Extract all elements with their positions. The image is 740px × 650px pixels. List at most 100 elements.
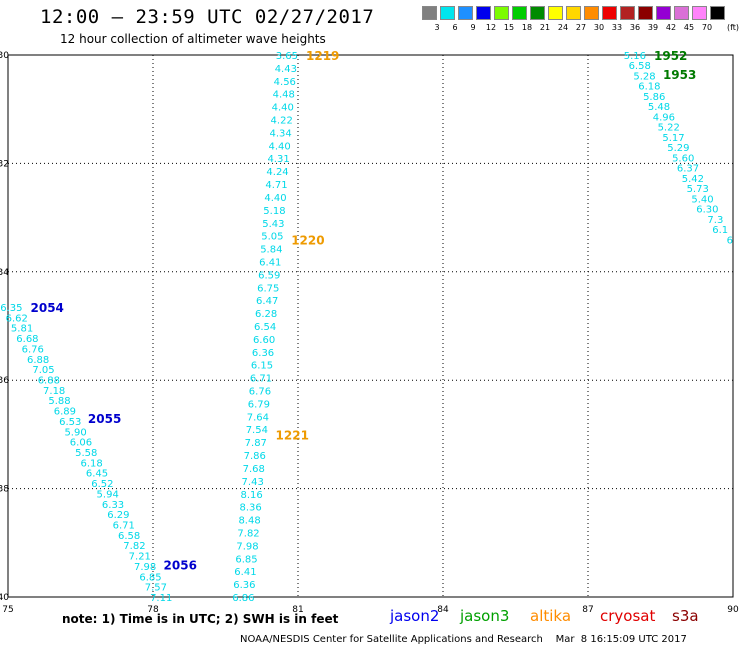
lat-tick-label: -36 xyxy=(0,376,9,386)
legend-label: 30 xyxy=(593,23,605,32)
swh-value: 6.71 xyxy=(250,374,272,385)
lon-tick-label: 75 xyxy=(2,605,13,615)
swh-value: 7.98 xyxy=(134,562,156,573)
swh-value: 5.90 xyxy=(64,427,86,438)
swh-value: 7.18 xyxy=(43,386,65,397)
swh-value: 7.54 xyxy=(246,425,268,436)
legend-swatch xyxy=(602,6,617,20)
swh-value: 5.40 xyxy=(691,194,713,205)
swh-value: 6.86 xyxy=(232,593,254,604)
swh-value: 6.76 xyxy=(249,387,271,398)
note-text: note: 1) Time is in UTC; 2) SWH is in fe… xyxy=(62,612,339,626)
swh-value: 6.68 xyxy=(16,334,38,345)
swh-value: 6.36 xyxy=(233,580,255,591)
legend-swatch xyxy=(530,6,545,20)
legend-swatch xyxy=(638,6,653,20)
legend-label: 45 xyxy=(683,23,695,32)
swh-value: 4.40 xyxy=(272,103,294,114)
swh-value: 4.24 xyxy=(266,167,288,178)
legend-label: 70 xyxy=(701,23,713,32)
swh-value: 4.22 xyxy=(271,116,293,127)
swh-value: 6.18 xyxy=(638,82,660,93)
lat-tick-label: -38 xyxy=(0,485,9,495)
legend-label: 42 xyxy=(665,23,677,32)
swh-value: 6.85 xyxy=(235,554,257,565)
swh-value: 8.16 xyxy=(241,490,263,501)
swh-value: 5.58 xyxy=(75,448,97,459)
satellite-cryosat: cryosat xyxy=(600,607,656,625)
satellite-jason3: jason3 xyxy=(460,607,510,625)
pass-time-label: 1952 xyxy=(654,49,687,63)
legend-swatch xyxy=(674,6,689,20)
swh-value: 6.79 xyxy=(248,399,270,410)
legend-swatch xyxy=(548,6,563,20)
swh-value: 6.62 xyxy=(6,313,28,324)
lat-tick-label: -32 xyxy=(0,159,9,169)
lat-tick-label: -40 xyxy=(0,593,9,603)
swh-value: 5.17 xyxy=(662,133,684,144)
swh-value: 6.15 xyxy=(251,361,273,372)
swh-value: 5.88 xyxy=(48,396,70,407)
legend-swatch xyxy=(710,6,725,20)
legend-swatch xyxy=(458,6,473,20)
swh-value: 4.56 xyxy=(274,77,296,88)
map-subtitle: 12 hour collection of altimeter wave hei… xyxy=(60,32,326,46)
swh-value: 4.34 xyxy=(270,128,292,139)
legend-label: 36 xyxy=(629,23,641,32)
legend-label: 27 xyxy=(575,23,587,32)
swh-value: 5.86 xyxy=(643,92,665,103)
swh-value: 6.41 xyxy=(259,257,281,268)
legend-swatch xyxy=(620,6,635,20)
legend-label: 15 xyxy=(503,23,515,32)
swh-value: 6 xyxy=(727,235,733,246)
legend-label: 18 xyxy=(521,23,533,32)
legend-swatch xyxy=(476,6,491,20)
swh-value: 6.29 xyxy=(107,510,129,521)
swh-value: 6.53 xyxy=(59,417,81,428)
swh-value: 5.18 xyxy=(263,206,285,217)
swh-value: 7.43 xyxy=(242,477,264,488)
swh-value: 6.75 xyxy=(257,283,279,294)
legend-label: 12 xyxy=(485,23,497,32)
legend-label: 39 xyxy=(647,23,659,32)
swh-value: 5.29 xyxy=(667,143,689,154)
legend-swatch xyxy=(566,6,581,20)
pass-time-label: 2055 xyxy=(88,412,121,426)
swh-value: 4.43 xyxy=(275,64,297,75)
pass-time-label: 1219 xyxy=(306,49,339,63)
swh-value: 6.85 xyxy=(139,572,161,583)
legend-swatch xyxy=(440,6,455,20)
swh-value: 7.64 xyxy=(247,412,269,423)
pass-time-label: 2056 xyxy=(164,558,197,572)
swh-value: 6.06 xyxy=(70,438,92,449)
swh-value: 6.76 xyxy=(22,344,44,355)
satellite-jason2: jason2 xyxy=(390,607,440,625)
swh-value: 6.18 xyxy=(81,458,103,469)
satellite-s3a: s3a xyxy=(672,607,699,625)
lat-tick-label: -34 xyxy=(0,268,9,278)
legend-unit: (ft) xyxy=(726,23,740,32)
swh-value: 6.35 xyxy=(0,303,22,314)
swh-value: 6.45 xyxy=(86,469,108,480)
legend-label: 6 xyxy=(452,23,458,32)
swh-value: 5.81 xyxy=(11,324,33,335)
swh-value: 6.58 xyxy=(629,61,651,72)
swh-value: 6.58 xyxy=(118,531,140,542)
swh-value: 4.40 xyxy=(264,193,286,204)
swh-value: 6.41 xyxy=(234,567,256,578)
lon-tick-label: 90 xyxy=(727,605,739,615)
swh-value: 5.43 xyxy=(262,219,284,230)
swh-value: 6.37 xyxy=(677,164,699,175)
swh-value: 5.16 xyxy=(624,51,646,62)
swh-value: 8.36 xyxy=(239,503,261,514)
legend-label: 3 xyxy=(434,23,440,32)
swh-value: 3.65 xyxy=(276,51,298,62)
map-frame xyxy=(7,54,734,598)
swh-value: 6.71 xyxy=(113,521,135,532)
credit-line: NOAA/NESDIS Center for Satellite Applica… xyxy=(240,634,687,645)
swh-value: 7.82 xyxy=(123,541,145,552)
legend-label: 9 xyxy=(470,23,476,32)
pass-time-label: 1221 xyxy=(276,428,309,442)
swh-value: 7.21 xyxy=(129,552,151,563)
swh-value: 6.59 xyxy=(258,270,280,281)
